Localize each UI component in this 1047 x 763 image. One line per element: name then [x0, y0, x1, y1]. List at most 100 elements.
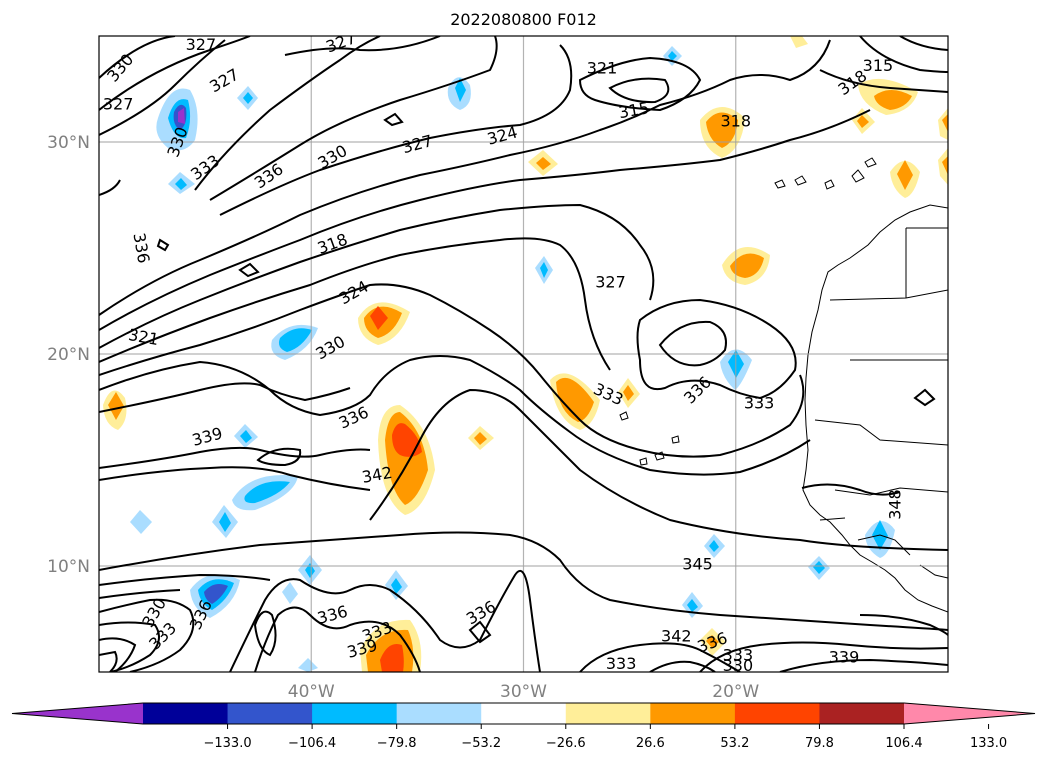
lon-tick-label: 20°W: [712, 682, 759, 702]
contour-line: [99, 637, 137, 672]
positive-patch: [370, 306, 388, 330]
contour-line: [238, 112, 936, 407]
coastline-canary: [774, 157, 877, 190]
contour-line: [99, 36, 176, 79]
contour-line: [99, 382, 351, 413]
axis-labels: 40°W 30°W 20°W 30°N 20°N 10°N: [47, 133, 759, 702]
colorbar-tick-label: −106.4: [288, 736, 336, 751]
contour-label: 327: [186, 35, 217, 54]
colorbar-tick-label: 79.8: [805, 736, 834, 751]
contour-line: [608, 77, 670, 104]
contour-line: [99, 446, 371, 469]
negative-patch: [540, 262, 548, 278]
coastline-capeverde: [619, 411, 680, 466]
contour-label: 327: [595, 272, 626, 291]
contour-line: [819, 69, 948, 93]
positive-patch: [897, 160, 913, 190]
border-line: [814, 227, 948, 579]
lon-tick-label: 30°W: [500, 682, 547, 702]
negative-patch: [455, 78, 466, 102]
contour-line: [99, 589, 181, 599]
contour-line: [801, 483, 901, 496]
negative-patch: [243, 92, 253, 104]
negative-patch: [391, 578, 402, 594]
contour-line: [636, 298, 797, 400]
positive-patch: [474, 432, 487, 445]
contour-line: [579, 642, 741, 672]
negative-patch: [204, 584, 228, 604]
contour-label: 333: [606, 654, 637, 673]
plot-frame: [98, 35, 949, 673]
colorbar-swatch: [565, 703, 651, 724]
colorbar: −133.0 −106.4 −79.8 −53.2 −26.6 26.6 53.2 79.8 1…: [11, 702, 1036, 751]
contour-line: [99, 179, 170, 252]
contour-line: [99, 598, 195, 672]
colorbar-swatch: [819, 703, 905, 724]
contour-label: 345: [682, 554, 713, 573]
negative-patch: [305, 563, 315, 578]
contour-line: [99, 531, 948, 631]
contour-label: 339: [829, 648, 860, 667]
contour-line: [369, 388, 948, 551]
lat-tick-label: 30°N: [47, 133, 90, 153]
positive-patch: [706, 635, 719, 648]
colorbar-tick-label: −79.8: [377, 736, 417, 751]
colorbar-swatch: [734, 703, 820, 724]
negative-patch: [298, 658, 318, 672]
contour-line: [99, 36, 251, 111]
map-grid: [99, 36, 948, 672]
contour-line: [219, 44, 573, 216]
negative-patch: [130, 510, 152, 534]
positive-patch: [536, 157, 551, 170]
positive-patch: [108, 392, 124, 420]
contour-line: [229, 569, 541, 672]
positive-patch: [942, 156, 948, 175]
contour-line: [254, 606, 421, 672]
contour-line: [99, 39, 226, 136]
colorbar-swatch: [312, 703, 398, 724]
colorbar-tick-label: −133.0: [204, 736, 252, 751]
positive-patch: [938, 148, 948, 185]
coastlines: [619, 157, 948, 613]
contour-line: [658, 320, 727, 367]
positive-patch: [380, 644, 404, 672]
map-title: 2022080800 F012: [450, 10, 597, 29]
contour-label: 333: [744, 393, 775, 412]
contour-line: [578, 56, 702, 112]
colorbar-swatch: [143, 703, 229, 724]
positive-patch: [857, 115, 869, 128]
negative-patch: [240, 430, 252, 443]
negative-patch: [813, 561, 825, 574]
contour-line: [99, 621, 160, 672]
colorbar-tick-label: 133.0: [970, 736, 1007, 751]
colorbar-swatch: [396, 703, 482, 724]
colorbar-tick-label: 106.4: [885, 736, 922, 751]
contour-label: 330: [723, 656, 754, 675]
positive-patch: [942, 114, 948, 132]
positive-patch: [556, 377, 594, 422]
anomaly-shading: [103, 36, 948, 672]
negative-patch: [219, 512, 231, 532]
contour-label: 321: [587, 58, 618, 77]
contour-line: [99, 650, 118, 672]
contour-line: [99, 466, 371, 491]
contour-line: [859, 614, 948, 636]
colorbar-tick-label: −53.2: [461, 736, 501, 751]
contour-line: [468, 620, 492, 644]
colorbar-tick-label: −26.6: [546, 736, 586, 751]
contour-line: [284, 36, 441, 56]
contour-line: [99, 573, 271, 586]
lat-tick-label: 20°N: [47, 345, 90, 365]
positive-patch: [938, 108, 948, 140]
contour-line: [99, 355, 811, 476]
coastline-africa: [802, 204, 948, 613]
colorbar-extend-low: [12, 703, 143, 724]
colorbar-tick-label: 53.2: [720, 736, 749, 751]
contour-line: [99, 283, 805, 458]
positive-patch: [790, 36, 808, 48]
negative-patch: [668, 51, 677, 61]
contour-label: 333: [723, 646, 754, 665]
contour-line: [699, 641, 948, 672]
